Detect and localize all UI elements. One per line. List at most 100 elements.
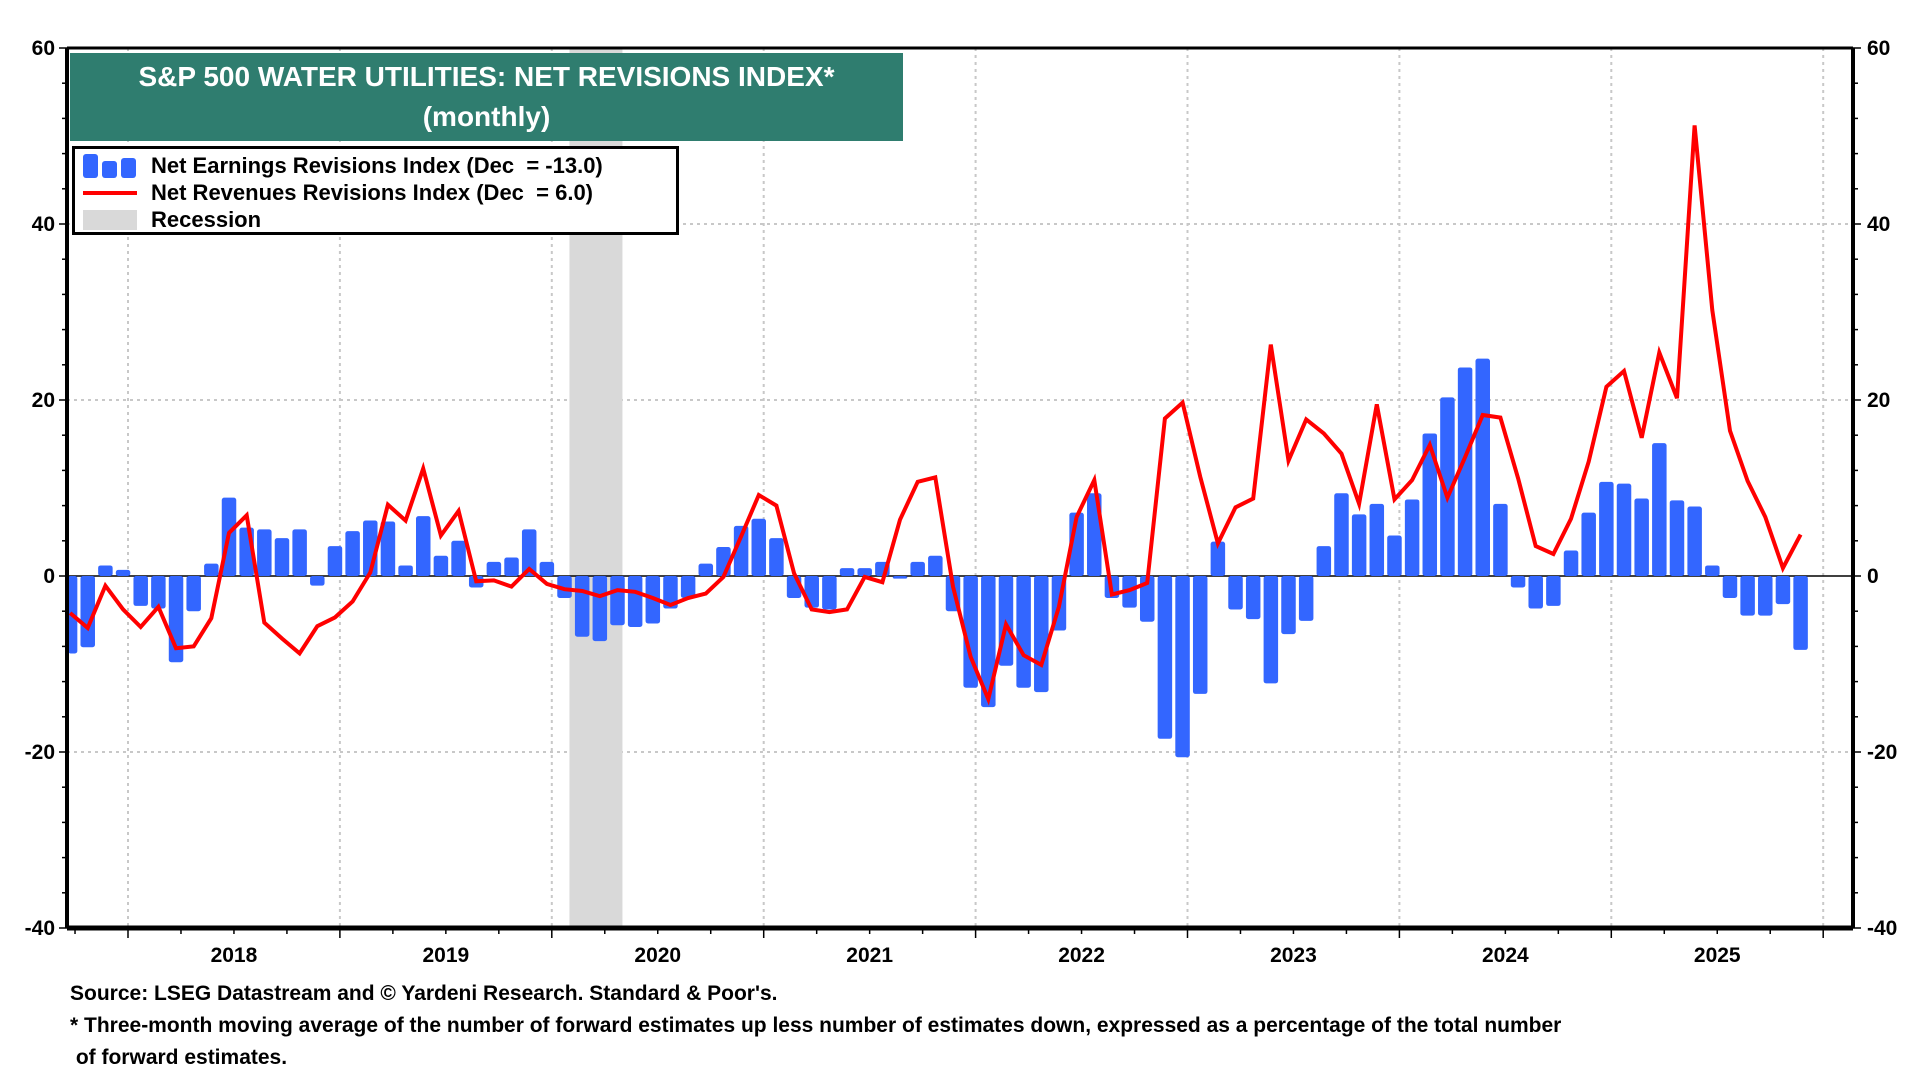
earnings-bar	[557, 576, 572, 598]
earnings-bar	[1616, 483, 1632, 576]
earnings-bar	[133, 576, 148, 606]
legend-label-recession: Recession	[151, 207, 262, 232]
earnings-bar	[1775, 576, 1791, 605]
earnings-bar	[80, 576, 95, 648]
earnings-bar	[345, 531, 360, 576]
y-tick-label-left: -40	[25, 917, 55, 940]
axes	[59, 46, 1861, 938]
earnings-bar	[1210, 541, 1226, 576]
earnings-bar	[1369, 503, 1385, 576]
earnings-bar	[1263, 576, 1279, 684]
x-axis-labels: 2018 2019 2020 2021 2022 2023 2024 2025	[211, 944, 1741, 967]
earnings-bar	[1528, 576, 1543, 609]
chart-subtitle: (monthly)	[422, 101, 551, 132]
earnings-bar	[1510, 576, 1526, 588]
earnings-bar	[151, 576, 166, 609]
earnings-bar	[592, 576, 608, 642]
earnings-bar	[1493, 503, 1508, 576]
earnings-bar	[1422, 433, 1438, 576]
y-axis-right-labels: -40 -20 0 20 40 60	[1867, 37, 1897, 940]
legend-item-recession: Recession	[83, 207, 261, 233]
y-tick-label-left: 60	[32, 37, 55, 60]
y-tick-label-right: 20	[1867, 389, 1890, 412]
earnings-bar	[1475, 358, 1490, 576]
earnings-bar	[574, 576, 590, 637]
source-note: Source: LSEG Datastream and © Yardeni Re…	[70, 982, 778, 1005]
revenues-line	[68, 125, 1803, 706]
x-tick-label: 2023	[1270, 944, 1317, 967]
earnings-bar	[1387, 535, 1402, 576]
y-tick-label-right: 0	[1867, 565, 1879, 588]
earnings-bar	[1440, 397, 1455, 576]
legend-label-earnings: Net Earnings Revisions Index (Dec = -13.…	[151, 153, 603, 178]
legend-item-revenues: Net Revenues Revisions Index (Dec = 6.0)	[83, 180, 593, 206]
earnings-bar	[292, 529, 307, 576]
earnings-bar	[1175, 576, 1190, 758]
earnings-bar	[839, 568, 855, 576]
y-tick-label-right: -40	[1867, 917, 1897, 940]
earnings-bar	[1157, 576, 1173, 739]
earnings-bar	[1669, 500, 1685, 576]
earnings-bar	[1599, 481, 1614, 576]
footnote-line-1: * Three-month moving average of the numb…	[70, 1014, 1562, 1037]
earnings-bar	[1634, 498, 1649, 576]
earnings-bar	[610, 576, 625, 626]
earnings-bar	[1351, 514, 1367, 576]
earnings-bar	[1334, 493, 1349, 576]
earnings-bar	[1705, 565, 1720, 576]
chart-title: S&P 500 WATER UTILITIES: NET REVISIONS I…	[138, 61, 835, 92]
earnings-bar	[186, 576, 201, 612]
bar-swatch-icon	[83, 154, 137, 178]
earnings-bar	[539, 561, 555, 576]
earnings-bar	[857, 568, 872, 576]
earnings-bar	[1228, 576, 1243, 610]
x-tick-label: 2022	[1058, 944, 1105, 967]
earnings-bar	[1652, 443, 1667, 576]
earnings-bar	[981, 576, 996, 708]
earnings-bar	[274, 538, 290, 576]
earnings-bar	[1281, 576, 1296, 635]
earnings-bar	[680, 576, 696, 598]
earnings-bar	[1740, 576, 1755, 616]
earnings-bar	[1457, 367, 1473, 576]
y-tick-label-left: 0	[43, 565, 55, 588]
earnings-bar	[310, 576, 325, 586]
x-tick-label: 2018	[211, 944, 258, 967]
earnings-bar	[1016, 576, 1031, 688]
x-tick-label: 2024	[1482, 944, 1529, 967]
earnings-bar	[1245, 576, 1261, 620]
legend: Net Earnings Revisions Index (Dec = -13.…	[72, 146, 679, 235]
earnings-bar	[1192, 576, 1208, 694]
earnings-bar	[1722, 576, 1738, 598]
line-swatch-icon	[83, 191, 137, 195]
earnings-bar	[698, 563, 714, 576]
y-tick-label-right: -20	[1867, 741, 1897, 764]
earnings-bar	[910, 561, 925, 576]
y-tick-label-right: 60	[1867, 37, 1890, 60]
earnings-bar	[1034, 576, 1049, 693]
legend-label-revenues: Net Revenues Revisions Index (Dec = 6.0)	[151, 180, 594, 205]
x-tick-label: 2021	[846, 944, 893, 967]
x-tick-label: 2020	[634, 944, 681, 967]
earnings-bar	[451, 540, 466, 576]
earnings-bar	[204, 563, 219, 576]
earnings-bar	[115, 569, 131, 576]
earnings-bar	[327, 546, 343, 576]
y-tick-label-left: 20	[32, 389, 55, 412]
earnings-bar	[663, 576, 678, 609]
earnings-bar	[1139, 576, 1155, 622]
earnings-bar	[1793, 576, 1808, 650]
earnings-bar	[257, 529, 272, 576]
earnings-bar	[892, 576, 908, 579]
earnings-bar	[380, 521, 396, 576]
earnings-bar	[751, 518, 767, 576]
earnings-bar	[1758, 576, 1773, 616]
earnings-bar	[504, 557, 519, 576]
earnings-bar	[1316, 546, 1332, 576]
earnings-bar	[398, 565, 413, 576]
recession-swatch-icon	[83, 210, 137, 230]
earnings-bar	[1563, 550, 1579, 576]
earnings-bar	[963, 576, 978, 688]
chart-title-box: S&P 500 WATER UTILITIES: NET REVISIONS I…	[70, 53, 903, 141]
